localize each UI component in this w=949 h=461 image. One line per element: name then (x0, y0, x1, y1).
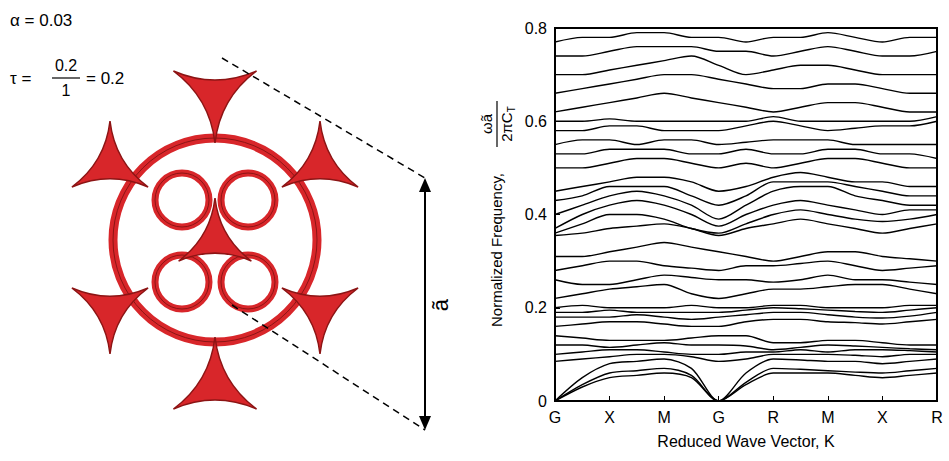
svg-text:G: G (712, 409, 724, 426)
svg-text:0.6: 0.6 (525, 113, 547, 130)
svg-text:ã: ã (428, 298, 453, 311)
svg-text:X: X (604, 409, 615, 426)
svg-text:Reduced Wave Vector, K: Reduced Wave Vector, K (657, 433, 835, 450)
svg-text:M: M (821, 409, 834, 426)
svg-text:Normalized Frequency,: Normalized Frequency, (488, 173, 505, 327)
svg-text:X: X (877, 409, 888, 426)
svg-text:2πCT: 2πCT (498, 106, 517, 142)
svg-text:1: 1 (62, 82, 71, 99)
svg-text:G: G (549, 409, 561, 426)
svg-text:ωã: ωã (478, 113, 495, 134)
svg-text:0.2: 0.2 (525, 299, 547, 316)
svg-text:0: 0 (538, 393, 547, 410)
svg-text:0.8: 0.8 (525, 20, 547, 37)
svg-text:α = 0.03: α = 0.03 (10, 11, 72, 30)
svg-text:M: M (657, 409, 670, 426)
svg-text:0.4: 0.4 (525, 206, 547, 223)
svg-text:R: R (768, 409, 780, 426)
svg-text:0.2: 0.2 (55, 57, 77, 74)
svg-text:τ =: τ = (10, 69, 31, 88)
svg-text:= 0.2: = 0.2 (86, 69, 124, 88)
svg-text:R: R (931, 409, 943, 426)
